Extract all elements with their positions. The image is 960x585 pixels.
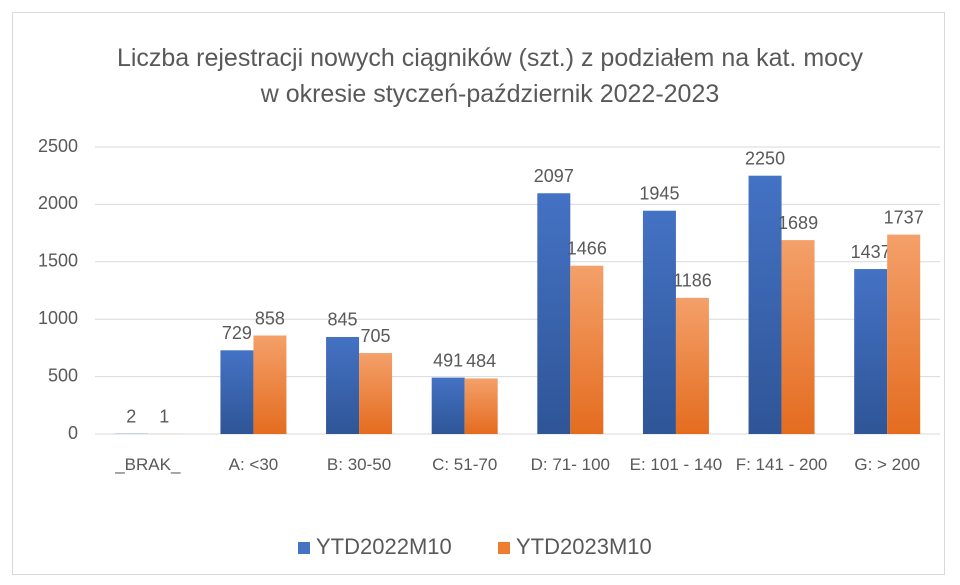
x-tick-label: A: <30 bbox=[228, 455, 279, 474]
y-tick-label: 0 bbox=[68, 423, 78, 443]
value-label: 729 bbox=[222, 323, 252, 343]
y-tick-label: 2000 bbox=[38, 193, 78, 213]
x-tick-label: G: > 200 bbox=[854, 455, 921, 474]
x-tick-label: C: 51-70 bbox=[432, 455, 498, 474]
bar bbox=[570, 265, 604, 434]
value-label: 1689 bbox=[778, 213, 818, 233]
bar bbox=[781, 240, 815, 434]
x-tick-label: E: 101 - 140 bbox=[629, 455, 723, 474]
legend-label: YTD2023M10 bbox=[516, 534, 652, 559]
bar bbox=[642, 210, 676, 434]
x-tick-label: F: 141 - 200 bbox=[735, 455, 828, 474]
bar bbox=[854, 269, 888, 434]
bar bbox=[675, 297, 709, 434]
value-label: 858 bbox=[255, 308, 285, 328]
bar bbox=[359, 353, 393, 434]
y-tick-label: 500 bbox=[48, 365, 78, 385]
value-label: 2097 bbox=[534, 166, 574, 186]
chart-title: Liczba rejestracji nowych ciągników (szt… bbox=[116, 44, 864, 108]
value-label: 2250 bbox=[745, 148, 785, 168]
bar bbox=[431, 377, 465, 434]
legend-swatch bbox=[498, 542, 510, 554]
legend-swatch bbox=[298, 542, 310, 554]
x-tick-label: D: 71- 100 bbox=[530, 455, 610, 474]
chart-border bbox=[12, 12, 945, 575]
bar bbox=[253, 335, 287, 434]
x-tick-label: B: 30-50 bbox=[326, 455, 392, 474]
bar bbox=[887, 234, 921, 434]
bar bbox=[748, 175, 782, 434]
bar bbox=[326, 336, 360, 434]
legend-label: YTD2022M10 bbox=[316, 534, 452, 559]
value-label: 2 bbox=[126, 407, 136, 427]
y-tick-label: 1500 bbox=[38, 251, 78, 271]
y-tick-label: 1000 bbox=[38, 308, 78, 328]
value-label: 845 bbox=[328, 310, 358, 330]
value-label: 491 bbox=[433, 350, 463, 370]
bar bbox=[537, 193, 571, 434]
value-label: 705 bbox=[361, 326, 391, 346]
value-label: 1737 bbox=[884, 207, 924, 227]
bar bbox=[220, 350, 254, 434]
y-tick-label: 2500 bbox=[38, 136, 78, 156]
x-tick-label: _BRAK_ bbox=[115, 455, 181, 474]
value-label: 1466 bbox=[567, 238, 607, 258]
value-label: 1186 bbox=[673, 271, 712, 291]
value-label: 1945 bbox=[639, 183, 679, 203]
value-label: 1 bbox=[159, 407, 169, 427]
value-label: 484 bbox=[466, 351, 496, 371]
value-label: 1437 bbox=[851, 242, 891, 262]
bar bbox=[464, 378, 498, 434]
